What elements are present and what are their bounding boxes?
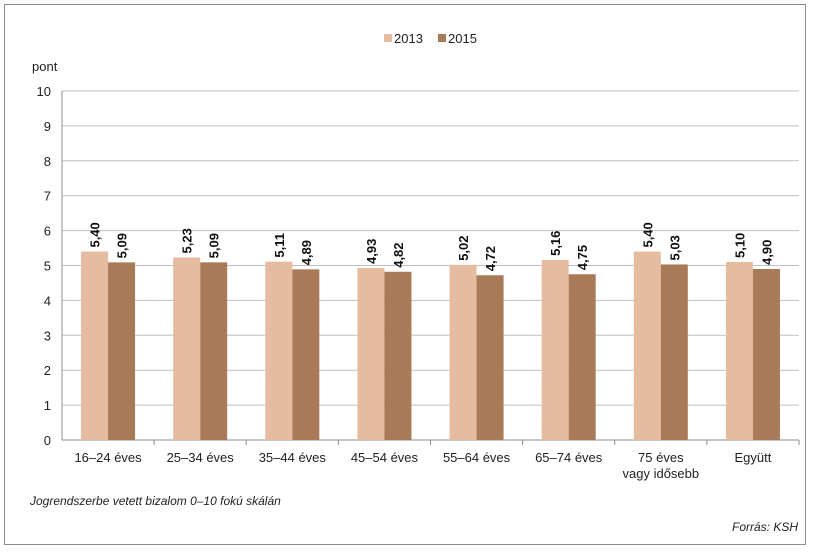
- data-label: 5,03: [667, 235, 682, 260]
- y-tick-label: 6: [44, 224, 51, 239]
- y-tick-label: 4: [44, 293, 51, 308]
- data-label: 5,09: [207, 233, 222, 258]
- data-label: 4,72: [483, 246, 498, 271]
- data-label: 5,40: [88, 222, 103, 247]
- x-tick-label: Együtt: [735, 450, 772, 465]
- data-label: 4,75: [575, 245, 590, 270]
- legend-label-2015: 2015: [448, 31, 477, 46]
- data-label: 4,90: [759, 240, 774, 265]
- legend-swatch-2013: [384, 34, 392, 42]
- data-label: 4,93: [364, 239, 379, 264]
- y-tick-label: 9: [44, 119, 51, 134]
- bar-2015: [752, 268, 780, 440]
- data-label: 5,16: [548, 231, 563, 256]
- y-tick-label: 2: [44, 363, 51, 378]
- bar-2015: [292, 269, 320, 440]
- bar-2013: [357, 267, 385, 440]
- bar-2013: [81, 251, 109, 440]
- bar-2015: [200, 262, 228, 440]
- bar-2015: [568, 274, 596, 440]
- bar-2015: [660, 264, 688, 440]
- chart-note: Jogrendszerbe vetett bizalom 0–10 fokú s…: [30, 494, 281, 508]
- x-tick-label: 25–34 éves: [167, 450, 235, 465]
- y-tick-label: 3: [44, 328, 51, 343]
- data-label: 5,40: [640, 222, 655, 247]
- y-axis-label: pont: [32, 59, 58, 74]
- data-label: 5,02: [456, 235, 471, 260]
- x-tick-label: 75 éves: [638, 450, 684, 465]
- x-tick-label: 35–44 éves: [259, 450, 327, 465]
- data-label: 4,89: [299, 240, 314, 265]
- x-tick-label: 65–74 éves: [535, 450, 603, 465]
- y-tick-label: 5: [44, 259, 51, 274]
- bar-2013: [449, 264, 477, 440]
- x-tick-label: 16–24 éves: [74, 450, 142, 465]
- bar-2015: [476, 275, 504, 440]
- bar-2015: [384, 271, 412, 440]
- source-note: Forrás: KSH: [731, 520, 798, 534]
- y-tick-label: 7: [44, 189, 51, 204]
- data-label: 5,23: [180, 228, 195, 253]
- legend-swatch-2015: [438, 34, 446, 42]
- bar-2013: [265, 261, 293, 440]
- y-tick-label: 1: [44, 398, 51, 413]
- bar-2013: [541, 259, 569, 440]
- data-label: 4,82: [391, 242, 406, 267]
- data-label: 5,10: [732, 233, 747, 258]
- y-tick-label: 10: [37, 84, 51, 99]
- legend-label-2013: 2013: [394, 31, 423, 46]
- x-tick-label: vagy idősebb: [623, 466, 700, 481]
- bar-2015: [108, 262, 136, 440]
- y-tick-label: 8: [44, 154, 51, 169]
- data-label: 5,11: [272, 233, 287, 258]
- x-tick-label: 55–64 éves: [443, 450, 511, 465]
- y-tick-label: 0: [44, 433, 51, 448]
- x-tick-label: 45–54 éves: [351, 450, 419, 465]
- bar-2013: [725, 262, 753, 440]
- bar-2013: [173, 257, 201, 440]
- data-label: 5,09: [115, 233, 130, 258]
- bar-2013: [633, 251, 661, 440]
